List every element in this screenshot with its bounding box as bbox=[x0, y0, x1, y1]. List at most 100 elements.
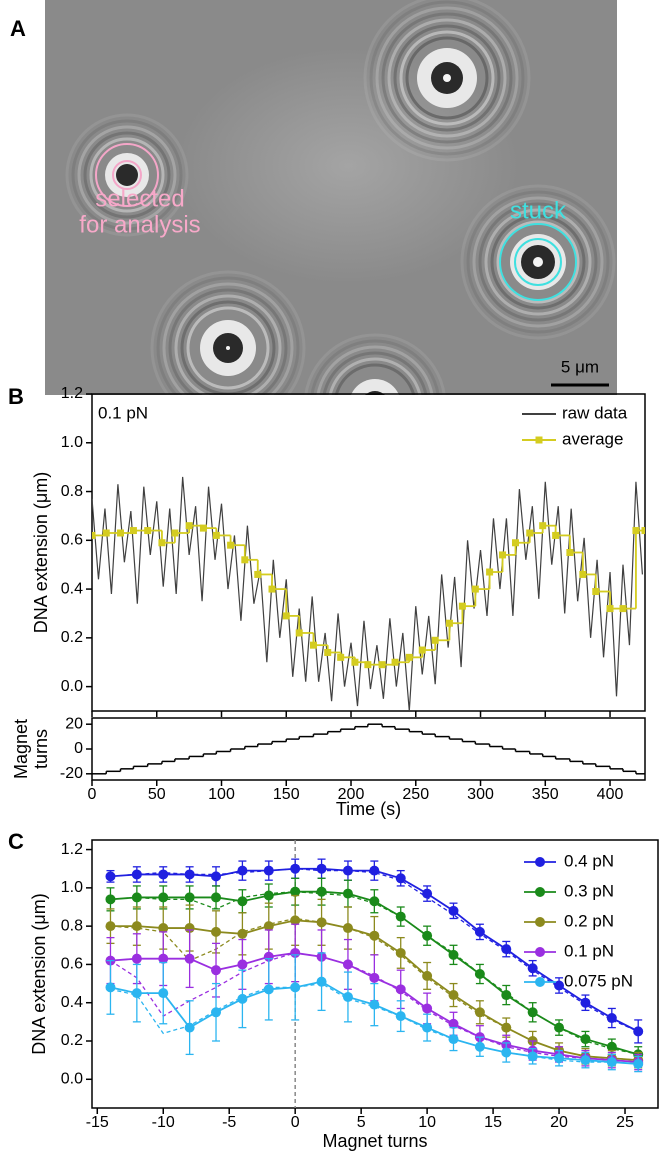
data-point bbox=[263, 921, 274, 932]
average-marker bbox=[364, 661, 372, 669]
data-point bbox=[422, 1003, 433, 1014]
y-tick-label: 1.2 bbox=[61, 841, 83, 858]
data-point bbox=[474, 926, 485, 937]
data-point bbox=[369, 930, 380, 941]
legend-marker bbox=[535, 857, 545, 867]
data-point bbox=[448, 990, 459, 1001]
y-tick-label: 20 bbox=[65, 715, 83, 732]
data-point bbox=[263, 890, 274, 901]
data-point bbox=[342, 888, 353, 899]
data-point bbox=[131, 892, 142, 903]
x-tick-label: 100 bbox=[208, 786, 235, 803]
average-marker bbox=[116, 529, 124, 537]
data-point bbox=[474, 1041, 485, 1052]
average-marker bbox=[185, 522, 193, 530]
diffraction-ring bbox=[393, 24, 501, 132]
diffraction-ring bbox=[328, 357, 422, 395]
data-point bbox=[606, 1013, 617, 1024]
average-marker bbox=[486, 568, 494, 576]
data-point bbox=[184, 869, 195, 880]
average-marker bbox=[268, 585, 276, 593]
diffraction-ring bbox=[478, 202, 598, 322]
legend-marker bbox=[535, 887, 545, 897]
average-marker bbox=[579, 570, 587, 578]
data-point bbox=[105, 921, 116, 932]
average-marker bbox=[641, 527, 645, 535]
data-point bbox=[290, 886, 301, 897]
data-point bbox=[237, 928, 248, 939]
y-tick-label: 1.0 bbox=[61, 434, 83, 451]
y-tick-label: 0.4 bbox=[61, 994, 83, 1011]
diffraction-ring bbox=[363, 0, 531, 162]
average-marker bbox=[539, 522, 547, 530]
annotation: stuck bbox=[510, 197, 567, 224]
data-point bbox=[211, 892, 222, 903]
y-axis-label: turns bbox=[31, 729, 51, 769]
data-point bbox=[369, 865, 380, 876]
data-point bbox=[422, 888, 433, 899]
legend-label: raw data bbox=[562, 403, 628, 422]
data-point bbox=[395, 984, 406, 995]
data-point bbox=[554, 1053, 565, 1064]
dashed-line bbox=[110, 982, 639, 1065]
data-point bbox=[290, 863, 301, 874]
data-point bbox=[131, 869, 142, 880]
average-marker bbox=[199, 524, 207, 532]
diffraction-ring bbox=[466, 190, 610, 334]
data-point bbox=[422, 970, 433, 981]
average-marker bbox=[227, 541, 235, 549]
average-marker bbox=[282, 612, 290, 620]
plot-area bbox=[92, 476, 645, 711]
diffraction-ring bbox=[174, 294, 282, 395]
plot-frame bbox=[91, 839, 659, 1109]
x-tick-label: 400 bbox=[597, 786, 624, 803]
bead-center bbox=[533, 257, 543, 267]
diffraction-ring bbox=[369, 0, 525, 156]
diffraction-ring bbox=[162, 282, 294, 395]
x-tick-label: 5 bbox=[357, 1114, 366, 1131]
y-tick-label: 1.0 bbox=[61, 879, 83, 896]
data-point bbox=[422, 930, 433, 941]
data-point bbox=[527, 1007, 538, 1018]
y-axis-label: DNA extension (μm) bbox=[31, 472, 51, 633]
data-point bbox=[395, 911, 406, 922]
data-point bbox=[448, 949, 459, 960]
data-point bbox=[580, 997, 591, 1008]
selection-circle bbox=[112, 160, 142, 190]
average-marker bbox=[552, 531, 560, 539]
data-point bbox=[211, 965, 222, 976]
average-marker bbox=[405, 653, 413, 661]
average-marker bbox=[471, 585, 479, 593]
average-marker bbox=[378, 661, 386, 669]
y-tick-label: 0.2 bbox=[61, 629, 83, 646]
data-point bbox=[448, 1018, 459, 1029]
data-point bbox=[158, 923, 169, 934]
y-tick-label: 0.6 bbox=[61, 956, 83, 973]
data-point bbox=[501, 1047, 512, 1058]
average-marker bbox=[102, 529, 110, 537]
legend-marker bbox=[535, 436, 543, 444]
data-point bbox=[448, 1034, 459, 1045]
diffraction-ring bbox=[381, 12, 513, 144]
data-point bbox=[184, 953, 195, 964]
average-marker bbox=[632, 527, 640, 535]
legend-marker bbox=[535, 917, 545, 927]
legend-label: 0.2 pN bbox=[564, 911, 614, 930]
average-marker bbox=[241, 556, 249, 564]
data-point bbox=[211, 871, 222, 882]
average-marker bbox=[309, 641, 317, 649]
x-axis-label: Time (s) bbox=[336, 799, 401, 819]
diffraction-ring bbox=[65, 113, 189, 237]
data-point bbox=[554, 1022, 565, 1033]
bead-core bbox=[365, 391, 385, 395]
y-tick-label: 0.0 bbox=[61, 678, 83, 695]
plot-area bbox=[92, 723, 645, 775]
y-axis-label: DNA extension (μm) bbox=[29, 893, 49, 1054]
x-tick-label: 0 bbox=[88, 786, 97, 803]
diffraction-ring bbox=[496, 220, 580, 304]
data-point bbox=[237, 993, 248, 1004]
data-point bbox=[580, 1055, 591, 1066]
average-marker bbox=[619, 605, 627, 613]
data-point bbox=[395, 1011, 406, 1022]
diffraction-ring bbox=[186, 306, 270, 390]
